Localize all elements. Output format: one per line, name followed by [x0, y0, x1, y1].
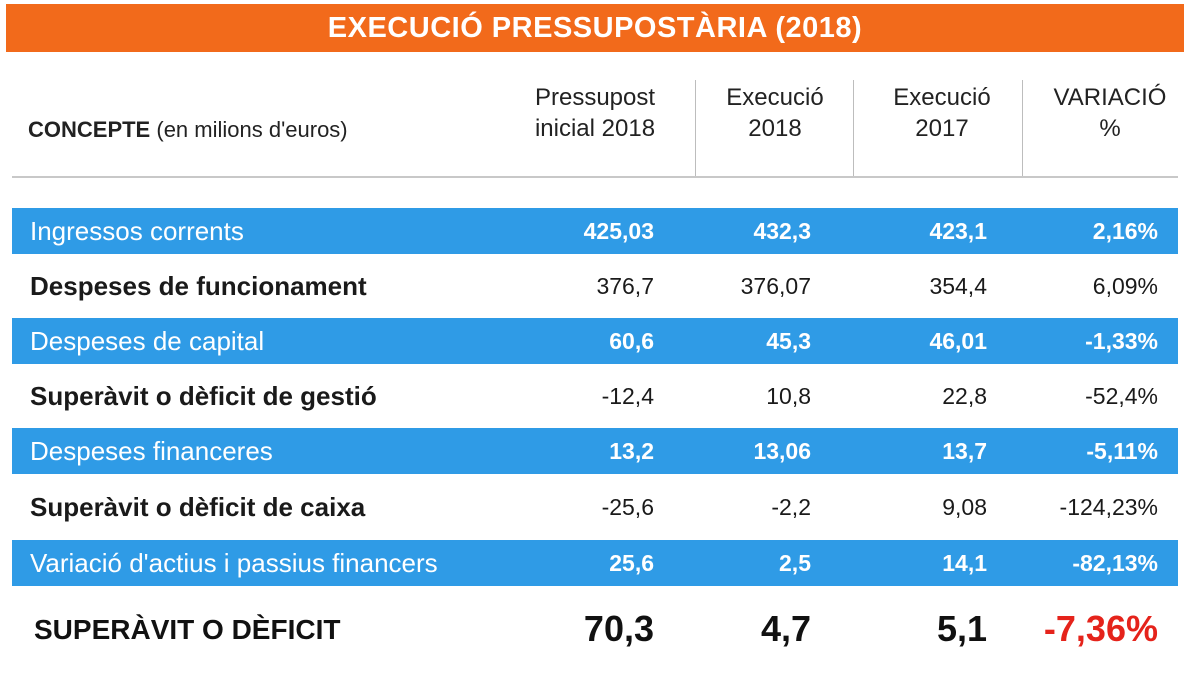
row-value-budget: -25,6 [601, 493, 654, 520]
total-value-exec-2017: 5,1 [936, 608, 987, 649]
row-label: Despeses de funcionament [30, 270, 367, 301]
row-value-budget: 376,7 [596, 272, 654, 299]
header-concept: CONCEPTE (en milions d'euros) [28, 114, 348, 145]
row-value-exec-2017: 14,1 [942, 549, 987, 576]
table-row: Despeses financeres 13,2 13,06 13,7 -5,1… [12, 428, 1178, 474]
row-value-exec-2017: 9,08 [942, 493, 987, 520]
header-col-variation: VARIACIÓ % [1030, 82, 1190, 144]
row-value-exec-2018: 10,8 [766, 382, 811, 409]
row-label: Superàvit o dèficit de gestió [30, 380, 377, 411]
row-value-exec-2018: 2,5 [779, 549, 811, 576]
row-value-variation: -124,23% [1059, 493, 1158, 520]
header-col-variation-line2: % [1099, 115, 1121, 142]
row-value-variation: -52,4% [1085, 382, 1158, 409]
header-col-budget: Pressupost inicial 2018 [515, 82, 675, 144]
total-label: SUPERÀVIT O DÈFICIT [34, 614, 341, 645]
row-value-budget: 60,6 [609, 327, 654, 354]
table-row: Despeses de capital 60,6 45,3 46,01 -1,3… [12, 318, 1178, 364]
row-value-variation: -82,13% [1072, 549, 1158, 576]
header-col-exec-2017-line1: Execució [893, 84, 991, 111]
row-value-exec-2017: 22,8 [942, 382, 987, 409]
row-value-variation: -5,11% [1086, 437, 1158, 464]
row-value-budget: 13,2 [609, 437, 654, 464]
row-value-variation: -1,33% [1085, 327, 1158, 354]
header-col-budget-line1: Pressupost [534, 84, 656, 111]
table-row: Superàvit o dèficit de caixa -25,6 -2,2 … [12, 484, 1178, 530]
row-value-budget: -12,4 [601, 382, 654, 409]
header-col-budget-line2: inicial 2018 [534, 115, 656, 142]
row-value-exec-2017: 423,1 [929, 217, 987, 244]
header-rule [12, 176, 1178, 178]
header-concept-label: CONCEPTE [28, 117, 151, 142]
header-col-exec-2018: Execució 2018 [700, 82, 850, 144]
header-divider [1022, 80, 1023, 176]
header-col-exec-2017-line2: 2017 [915, 115, 969, 142]
total-value-variation: -7,36% [1043, 608, 1158, 649]
row-label: Ingressos corrents [30, 215, 244, 246]
header-col-exec-2018-line1: Execució [726, 84, 824, 111]
table-row: Superàvit o dèficit de gestió -12,4 10,8… [12, 373, 1178, 419]
row-value-exec-2017: 46,01 [929, 327, 987, 354]
header-divider [695, 80, 696, 176]
row-value-exec-2018: -2,2 [771, 493, 811, 520]
row-value-exec-2018: 432,3 [753, 217, 811, 244]
table-row: Ingressos corrents 425,03 432,3 423,1 2,… [12, 208, 1178, 254]
row-value-exec-2018: 376,07 [740, 272, 811, 299]
row-value-variation: 2,16% [1092, 217, 1158, 244]
row-value-exec-2017: 354,4 [929, 272, 987, 299]
table-header: CONCEPTE (en milions d'euros) Pressupost… [0, 60, 1200, 176]
header-col-exec-2017: Execució 2017 [862, 82, 1022, 144]
row-value-budget: 425,03 [583, 217, 654, 244]
total-value-exec-2018: 4,7 [760, 608, 811, 649]
header-divider [853, 80, 854, 176]
row-label: Despeses de capital [30, 325, 265, 356]
header-concept-unit: (en milions d'euros) [150, 117, 348, 142]
table-row: Despeses de funcionament 376,7 376,07 35… [12, 263, 1178, 309]
row-label: Variació d'actius i passius financers [30, 547, 438, 578]
header-col-variation-line1: VARIACIÓ [1053, 84, 1167, 111]
row-value-exec-2018: 45,3 [766, 327, 811, 354]
row-label: Superàvit o dèficit de caixa [30, 491, 366, 522]
row-value-variation: 6,09% [1092, 272, 1158, 299]
row-value-budget: 25,6 [609, 549, 654, 576]
table-title: EXECUCIÓ PRESSUPOSTÀRIA (2018) [327, 11, 863, 44]
row-value-exec-2017: 13,7 [942, 437, 987, 464]
total-value-budget: 70,3 [583, 608, 654, 649]
row-value-exec-2018: 13,06 [753, 437, 811, 464]
table-row: Variació d'actius i passius financers 25… [12, 540, 1178, 586]
total-row: SUPERÀVIT O DÈFICIT 70,3 4,7 5,1 -7,36% [12, 604, 1178, 660]
header-col-exec-2018-line2: 2018 [748, 115, 802, 142]
row-label: Despeses financeres [30, 435, 273, 466]
table-title-bar: EXECUCIÓ PRESSUPOSTÀRIA (2018) [6, 4, 1184, 52]
